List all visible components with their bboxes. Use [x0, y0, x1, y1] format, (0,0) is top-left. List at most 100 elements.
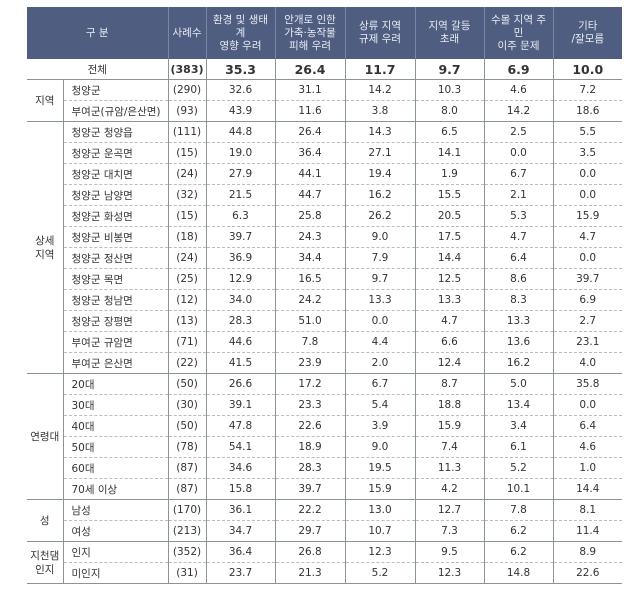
row-label: 부여군 규암면	[62, 331, 169, 353]
row-value: 11.3	[414, 457, 485, 479]
table-row: 60대 (87) 34.6 28.3 19.5 11.3 5.2 1.0	[27, 457, 623, 479]
row-value: 13.3	[483, 310, 554, 332]
header-sample-size: 사례수	[167, 7, 207, 59]
row-value: 5.5	[552, 121, 623, 143]
row-label: 청양군 장평면	[62, 310, 169, 332]
total-value: 9.7	[414, 59, 485, 80]
row-label: 인지	[62, 541, 169, 563]
row-value: 15.8	[205, 478, 276, 500]
row-value: 3.4	[483, 415, 554, 437]
row-value: 4.6	[552, 436, 623, 458]
row-value: 13.3	[344, 289, 416, 311]
group-label: 성	[27, 499, 63, 542]
row-value: 47.8	[205, 415, 276, 437]
row-value: 5.0	[483, 373, 554, 395]
row-value: 6.4	[483, 247, 554, 269]
row-label: 청양군 목면	[62, 268, 169, 290]
row-value: 4.7	[414, 310, 485, 332]
row-value: 12.7	[414, 499, 485, 521]
row-value: 12.5	[414, 268, 485, 290]
total-value: 35.3	[205, 59, 276, 80]
row-value: 22.2	[274, 499, 346, 521]
row-value: 0.0	[552, 394, 623, 416]
row-value: 6.2	[483, 541, 554, 563]
row-sample-size: (213)	[167, 520, 207, 542]
table-row: 청양군 청남면 (12) 34.0 24.2 13.3 13.3 8.3 6.9	[27, 289, 623, 311]
row-value: 3.8	[344, 100, 416, 122]
row-value: 19.0	[205, 142, 276, 164]
row-value: 5.2	[483, 457, 554, 479]
row-label: 30대	[62, 394, 169, 416]
row-label: 청양군 청남면	[62, 289, 169, 311]
table-row: 청양군 비봉면 (18) 39.7 24.3 9.0 17.5 4.7 4.7	[27, 226, 623, 248]
row-value: 28.3	[205, 310, 276, 332]
row-value: 22.6	[552, 562, 623, 584]
row-value: 13.6	[483, 331, 554, 353]
row-value: 2.1	[483, 184, 554, 206]
total-value: 10.0	[552, 59, 623, 80]
row-value: 6.3	[205, 205, 276, 227]
row-value: 9.0	[344, 226, 416, 248]
row-sample-size: (290)	[167, 79, 207, 101]
row-value: 26.6	[205, 373, 276, 395]
row-value: 25.8	[274, 205, 346, 227]
row-value: 4.6	[483, 79, 554, 101]
row-label: 청양군 화성면	[62, 205, 169, 227]
row-sample-size: (31)	[167, 562, 207, 584]
row-value: 15.9	[414, 415, 485, 437]
row-label: 청양군	[62, 79, 169, 101]
row-value: 21.3	[274, 562, 346, 584]
row-value: 44.7	[274, 184, 346, 206]
row-value: 34.6	[205, 457, 276, 479]
row-sample-size: (170)	[167, 499, 207, 521]
row-sample-size: (15)	[167, 205, 207, 227]
table-row: 청양군 화성면 (15) 6.3 25.8 26.2 20.5 5.3 15.9	[27, 205, 623, 227]
row-value: 14.8	[483, 562, 554, 584]
row-value: 10.7	[344, 520, 416, 542]
table-row: 성 남성 (170) 36.1 22.2 13.0 12.7 7.8 8.1	[27, 499, 623, 542]
row-sample-size: (24)	[167, 163, 207, 185]
row-value: 11.6	[274, 100, 346, 122]
row-sample-size: (30)	[167, 394, 207, 416]
row-value: 14.4	[414, 247, 485, 269]
row-value: 6.7	[483, 163, 554, 185]
row-value: 18.9	[274, 436, 346, 458]
row-sample-size: (50)	[167, 373, 207, 395]
row-sample-size: (87)	[167, 478, 207, 500]
row-value: 0.0	[552, 247, 623, 269]
group-label: 지천댐 인지	[27, 541, 63, 584]
row-value: 6.7	[344, 373, 416, 395]
row-value: 17.5	[414, 226, 485, 248]
group-label: 지역	[27, 79, 63, 122]
row-value: 44.6	[205, 331, 276, 353]
header-col-relocation: 수몰 지역 주민 이주 문제	[483, 7, 554, 59]
row-label: 50대	[62, 436, 169, 458]
row-value: 2.5	[483, 121, 554, 143]
row-label: 청양군 운곡면	[62, 142, 169, 164]
row-value: 31.1	[274, 79, 346, 101]
row-value: 14.2	[344, 79, 416, 101]
row-value: 6.6	[414, 331, 485, 353]
row-value: 54.1	[205, 436, 276, 458]
total-n: (383)	[167, 59, 207, 80]
header-col-upstream-regulation: 상류 지역 규제 우려	[344, 7, 416, 59]
row-value: 27.1	[344, 142, 416, 164]
row-label: 부여군(규암/은산면)	[62, 100, 169, 122]
row-value: 39.7	[274, 478, 346, 500]
row-value: 39.7	[205, 226, 276, 248]
row-value: 5.2	[344, 562, 416, 584]
row-value: 6.2	[483, 520, 554, 542]
row-value: 0.0	[483, 142, 554, 164]
row-value: 34.0	[205, 289, 276, 311]
table-row: 70세 이상 (87) 15.8 39.7 15.9 4.2 10.1 14.4	[27, 478, 623, 500]
row-value: 8.6	[483, 268, 554, 290]
row-value: 34.4	[274, 247, 346, 269]
row-value: 16.2	[483, 352, 554, 374]
row-value: 5.4	[344, 394, 416, 416]
total-label: 전체	[27, 59, 169, 80]
row-value: 15.5	[414, 184, 485, 206]
row-sample-size: (18)	[167, 226, 207, 248]
header-col-environment: 환경 및 생태계 영향 우려	[205, 7, 276, 59]
row-label: 청양군 정산면	[62, 247, 169, 269]
table-row: 50대 (78) 54.1 18.9 9.0 7.4 6.1 4.6	[27, 436, 623, 458]
